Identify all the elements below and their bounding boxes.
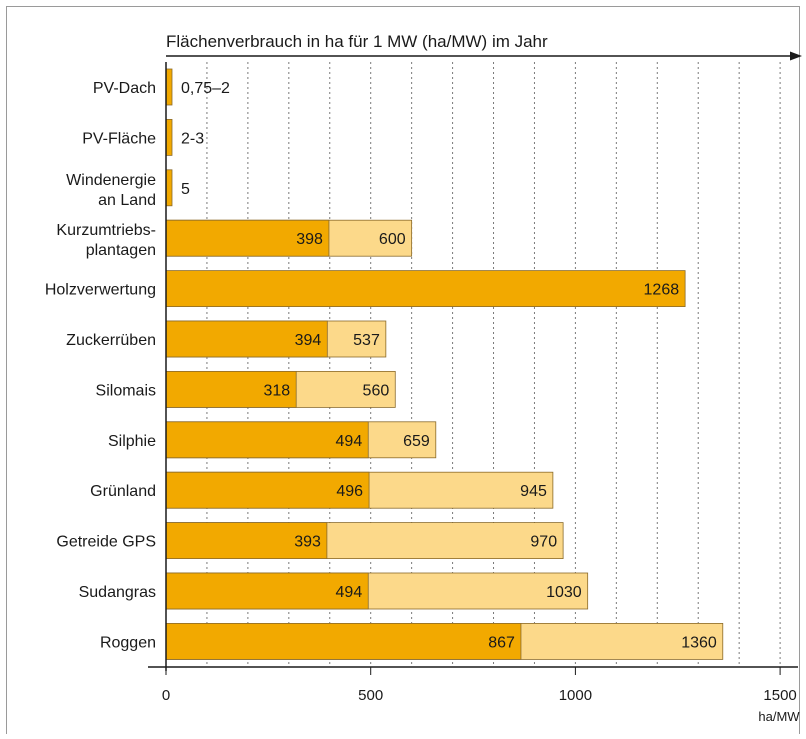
bars: 0,75–2 2-3 5 398 600 1268 394 537 318 560 494 659 49… <box>165 68 724 660</box>
x-tick-label: 1000 <box>559 687 592 704</box>
grid-lines <box>206 62 781 667</box>
x-axis: 0 500 1000 1500 <box>148 62 798 704</box>
title-arrow-head <box>790 51 802 61</box>
category-labels: PV-Dach PV-Fläche Windenergie an Land Kurzum… <box>45 80 156 651</box>
bar-value-label: 659 <box>403 433 430 450</box>
category-label: PV-Dach <box>93 80 156 97</box>
bar-low <box>165 119 173 156</box>
bar-value-label: 398 <box>296 231 323 248</box>
category-label: plantagen <box>86 242 156 259</box>
bar-value-label: 1360 <box>681 634 717 651</box>
bar-low <box>165 270 686 308</box>
category-label: Silomais <box>96 382 156 399</box>
bar-low <box>165 572 369 610</box>
category-label: Silphie <box>108 433 156 450</box>
category-label: Roggen <box>100 634 156 651</box>
bar-low <box>165 623 522 660</box>
bar-value-label: 494 <box>336 433 363 450</box>
bar-value-label: 970 <box>530 534 557 551</box>
category-label: Holzverwertung <box>45 282 156 299</box>
bar-value-label: 2-3 <box>181 130 204 147</box>
category-label: Windenergie <box>66 172 156 189</box>
bar-low <box>165 522 328 559</box>
bar-low <box>165 421 369 459</box>
bar-low <box>165 370 297 408</box>
bar-value-label: 945 <box>520 483 547 500</box>
bar-low <box>165 68 173 106</box>
category-label: Zuckerrüben <box>66 332 156 349</box>
x-axis-unit: ha/MW <box>758 709 800 724</box>
bar-value-label: 494 <box>336 584 363 601</box>
x-tick-label: 500 <box>358 687 383 704</box>
bar-value-label: 496 <box>336 483 363 500</box>
x-tick-label: 0 <box>162 687 170 704</box>
bar-value-label: 394 <box>295 332 322 349</box>
x-tick-label: 1500 <box>763 687 796 704</box>
category-label: Grünland <box>90 483 156 500</box>
chart-title: Flächenverbrauch in ha für 1 MW (ha/MW) … <box>166 32 548 51</box>
category-label: an Land <box>98 192 156 209</box>
bar-low <box>165 169 173 207</box>
chart-frame <box>6 6 800 739</box>
bar-low <box>165 320 328 358</box>
bar-value-label: 393 <box>294 534 321 551</box>
bar-value-label: 1268 <box>644 282 680 299</box>
bar-value-label: 0,75–2 <box>181 80 230 97</box>
category-label: Getreide GPS <box>56 534 156 551</box>
bar-value-label: 5 <box>181 181 190 198</box>
bar-value-label: 560 <box>363 382 390 399</box>
category-label: Kurzumtriebs- <box>56 222 156 239</box>
bar-value-label: 318 <box>263 382 290 399</box>
bar-value-label: 600 <box>379 231 406 248</box>
bar-value-label: 1030 <box>546 584 582 601</box>
category-label: PV-Fläche <box>82 130 156 147</box>
bar-low <box>165 471 370 509</box>
bar-value-label: 537 <box>353 332 380 349</box>
bar-value-label: 867 <box>488 634 515 651</box>
category-label: Sudangras <box>79 584 156 601</box>
